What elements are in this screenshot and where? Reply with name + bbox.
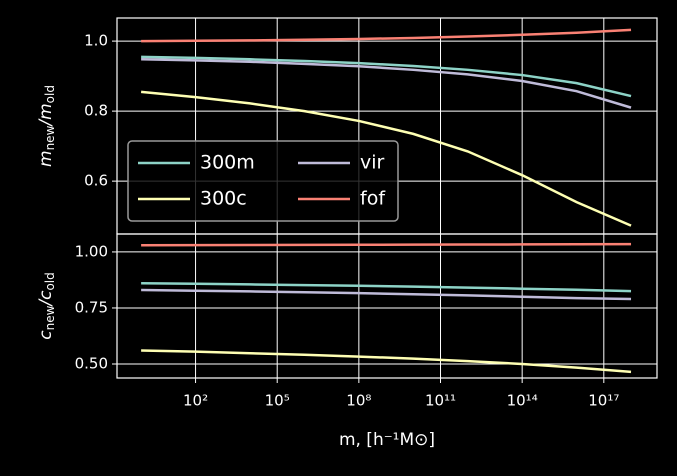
y-label-part: m <box>36 150 56 167</box>
series-line <box>140 90 632 227</box>
series-line <box>141 288 632 301</box>
series-line <box>141 282 632 293</box>
x-tick-label: 10⁸ <box>346 392 371 410</box>
x-tick-label: 10⁵ <box>265 392 290 410</box>
series-line <box>141 242 632 247</box>
y-tick-label: 1.0 <box>84 32 108 50</box>
legend-label: 300m <box>200 152 255 174</box>
x-tick-label: 10¹¹ <box>425 392 456 410</box>
series-line <box>141 28 632 43</box>
legend-label: fof <box>360 188 386 210</box>
y-tick-label: 0.6 <box>84 172 108 190</box>
y-tick-label: 0.50 <box>75 354 108 372</box>
y-tick-label: 0.75 <box>75 298 108 316</box>
y-axis-label: mnew/mold <box>36 85 57 167</box>
axes-frame <box>116 233 658 379</box>
x-tick-label: 10² <box>183 392 208 410</box>
legend-box <box>127 140 399 222</box>
x-tick-label: 10¹⁷ <box>588 392 619 410</box>
series-line <box>141 55 632 98</box>
series-line <box>141 349 632 374</box>
x-tick-label: 10¹⁴ <box>507 392 538 410</box>
y-label-part: new <box>43 125 57 150</box>
x-axis-label: m, [h⁻¹M⊙] <box>339 430 435 450</box>
series-line <box>141 58 632 109</box>
y-label-part: /m <box>36 103 56 127</box>
legend-label: 300c <box>200 188 247 210</box>
y-axis-label: cnew/cold <box>36 272 57 340</box>
y-tick-label: 0.8 <box>84 102 108 120</box>
y-label-part: old <box>43 85 57 103</box>
y-tick-label: 1.00 <box>75 242 108 260</box>
legend-label: vir <box>360 152 385 174</box>
y-label-part: old <box>43 272 57 290</box>
y-label-part: new <box>43 305 57 330</box>
y-label-part: c <box>36 330 56 340</box>
y-label-part: /c <box>36 290 56 308</box>
